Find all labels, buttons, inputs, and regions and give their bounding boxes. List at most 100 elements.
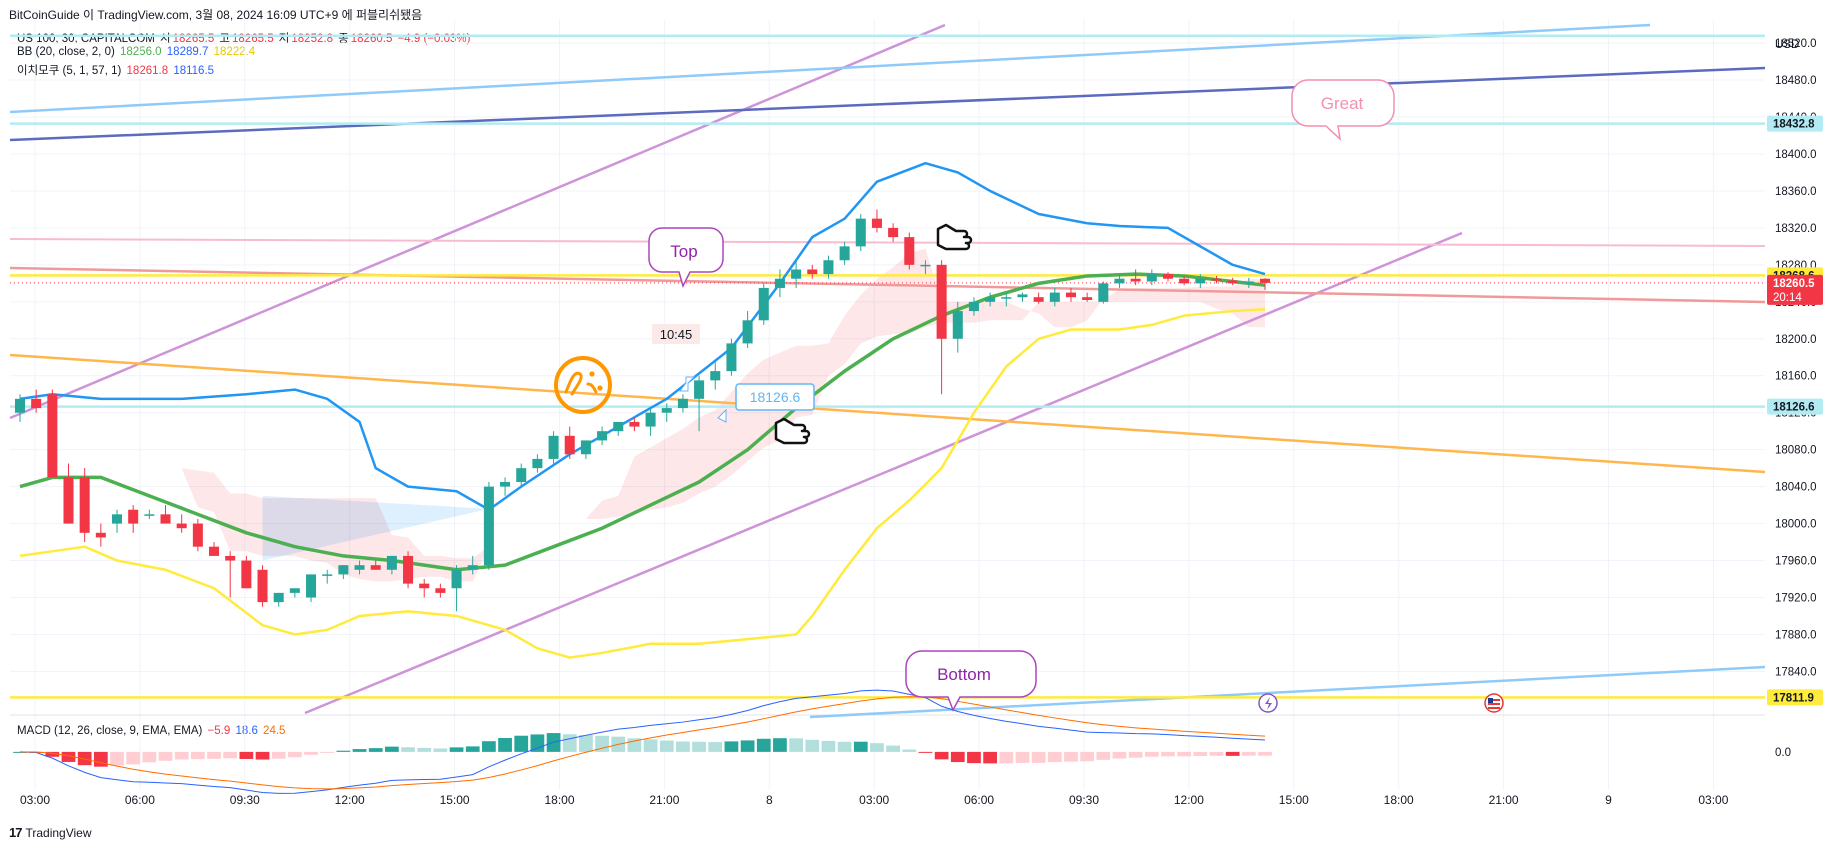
top-callout[interactable]: Top <box>648 227 724 289</box>
pointing-hand-icon[interactable] <box>936 223 973 251</box>
macd-histogram-bar <box>385 746 399 752</box>
candle-body <box>1259 278 1271 283</box>
price-axis[interactable]: USD 17840.0 17880.0 17920.0 17960.0 18000.0 18… <box>1767 38 1823 706</box>
macd-histogram-bar <box>530 734 545 752</box>
great-label: Great <box>1321 94 1364 113</box>
candle-body <box>742 320 753 344</box>
price-tick-label: 18360.0 <box>1775 186 1817 198</box>
bb-upper-value: 18289.7 <box>166 46 209 58</box>
macd-histogram-bar <box>1161 751 1175 757</box>
price-tick-label: 17880.0 <box>1775 629 1817 641</box>
price-tick-label: 18080.0 <box>1775 445 1817 457</box>
time-tick-label: 03:00 <box>859 793 889 807</box>
candle-body <box>241 560 252 589</box>
chart-grid <box>10 20 1765 790</box>
candle-body <box>952 311 963 339</box>
annotations: Top Bottom Great 10:45 18126.6 <box>554 79 1504 713</box>
time-axis[interactable]: 03:00 06:00 09:30 12:00 15:00 18:00 21:00 8 03:0… <box>20 793 1729 807</box>
price-label-box <box>1767 689 1823 706</box>
candle-body <box>354 565 365 570</box>
time-tick-label: 9 <box>1605 793 1612 807</box>
candle-body <box>1179 278 1190 284</box>
bb-legend: BB (20, close, 2, 0) 18256.0 18289.7 182… <box>17 46 257 58</box>
price-note-label: 18126.6 <box>750 389 801 405</box>
macd-histogram-bar <box>1209 751 1224 756</box>
cloud-fill-blue <box>262 495 489 561</box>
macd-histogram-bar <box>320 751 335 753</box>
price-note-callout[interactable]: 18126.6 <box>679 376 815 423</box>
price-tick-label: 17840.0 <box>1775 666 1817 678</box>
price-label-text: 18260.5 <box>1773 278 1815 290</box>
candle-body <box>403 555 414 584</box>
bottom-support-line[interactable] <box>809 665 1766 719</box>
macd-value-1: −5.9 <box>207 725 231 737</box>
price-tick-label: 17960.0 <box>1775 556 1817 568</box>
candle-body <box>322 574 333 576</box>
macd-zero-tick: 0.0 <box>1775 747 1791 759</box>
time-tick-label: 03:00 <box>1698 793 1728 807</box>
upper-resistance-line[interactable] <box>9 23 1651 114</box>
candle-body <box>483 486 494 566</box>
price-label-text: 18126.6 <box>1773 402 1815 414</box>
price-tick-label: 18320.0 <box>1775 223 1817 235</box>
candle-body <box>661 408 672 413</box>
time-tick-label: 18:00 <box>544 793 574 807</box>
candle-body <box>629 421 640 427</box>
time-tick-label: 09:30 <box>1069 793 1099 807</box>
price-label-text: 18432.8 <box>1773 119 1815 131</box>
candle-body <box>532 458 543 469</box>
macd-value-3: 24.5 <box>263 725 286 737</box>
candle-body <box>386 555 397 570</box>
publish-header: BitCoinGuide 이 TradingView.com, 3월 08, 2… <box>9 8 423 22</box>
macd-histogram-bar <box>45 751 60 757</box>
candle-body <box>758 287 769 321</box>
channel-lower-line[interactable] <box>304 231 1463 715</box>
macd-histogram-bar <box>61 751 76 762</box>
macd-histogram-bar <box>1080 751 1095 762</box>
candle-body <box>31 398 42 409</box>
trend-lines <box>9 23 1766 719</box>
candle-body <box>1065 292 1076 298</box>
bottom-callout[interactable]: Bottom <box>905 650 1037 712</box>
bottom-label: Bottom <box>937 665 991 684</box>
macd-histogram-bar <box>886 745 900 752</box>
candle-body <box>855 218 866 247</box>
lightning-event-icon[interactable] <box>1258 693 1278 713</box>
candle-body <box>710 371 721 381</box>
orange-trend-line[interactable] <box>9 353 1766 474</box>
candle-body <box>79 477 90 533</box>
pink-level-line[interactable] <box>9 238 1766 247</box>
candle-body <box>726 343 737 372</box>
ichimoku-label: 이치모쿠 (5, 1, 57, 1) <box>17 65 122 77</box>
candle-body <box>306 574 317 598</box>
macd-histogram-bar <box>1177 751 1192 757</box>
us-flag-event-icon[interactable] <box>1484 693 1504 713</box>
smiley-icon[interactable] <box>554 356 612 414</box>
candle-body <box>1146 274 1157 282</box>
candle-body <box>95 532 106 538</box>
macd-histogram-bar <box>126 751 141 765</box>
price-label-text: 17811.9 <box>1773 692 1814 704</box>
great-callout[interactable]: Great <box>1291 79 1395 142</box>
macd-histogram-bar <box>352 749 367 752</box>
time-callout[interactable]: 10:45 <box>652 324 700 344</box>
macd-histogram-bar <box>967 751 981 764</box>
candle-body <box>338 565 349 575</box>
candle-body <box>257 569 268 603</box>
candle-body <box>144 514 155 516</box>
macd-histogram-bar <box>692 741 706 752</box>
candle-body <box>564 435 575 455</box>
time-tick-label: 18:00 <box>1384 793 1414 807</box>
pointing-hand-icon[interactable] <box>774 417 811 445</box>
price-label-box <box>1767 274 1823 305</box>
macd-histogram-bar <box>562 734 577 752</box>
major-resistance-line[interactable] <box>9 66 1766 142</box>
time-tick-label: 06:00 <box>964 793 994 807</box>
red-trend-line[interactable] <box>9 266 1766 304</box>
macd-histogram-bar <box>287 751 302 758</box>
macd-line <box>19 689 1266 794</box>
channel-upper-line[interactable] <box>9 23 946 420</box>
macd-histogram-bar <box>142 751 157 763</box>
tradingview-footer[interactable]: 17 TradingView <box>9 825 92 840</box>
